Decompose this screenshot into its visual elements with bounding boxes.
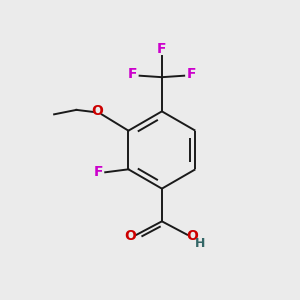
Text: F: F: [187, 67, 196, 81]
Text: O: O: [187, 229, 198, 243]
Text: F: F: [94, 165, 104, 179]
Text: H: H: [195, 236, 206, 250]
Text: F: F: [157, 42, 167, 56]
Text: F: F: [128, 67, 137, 81]
Text: O: O: [124, 229, 136, 243]
Text: O: O: [91, 104, 103, 118]
